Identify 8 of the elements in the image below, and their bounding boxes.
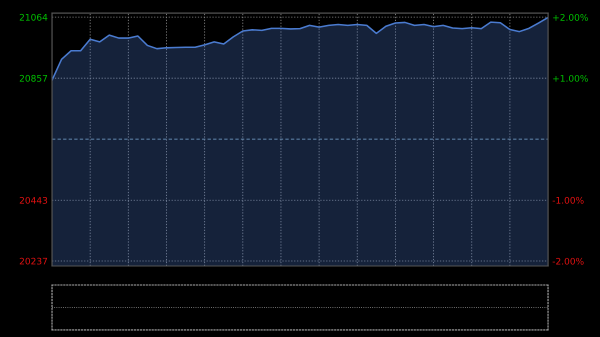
y-tick-label: 20857 — [20, 74, 48, 82]
y-tick-label: 20443 — [20, 196, 48, 204]
y-tick-label: 21064 — [20, 14, 48, 21]
y-tick-label: 20237 — [20, 258, 48, 265]
y2-tick-label: -2.00% — [552, 258, 584, 265]
y2-tick-label: +1.00% — [553, 74, 588, 82]
y2-tick-label: +2.00% — [553, 14, 588, 21]
y2-tick-label: -1.00% — [552, 196, 584, 204]
